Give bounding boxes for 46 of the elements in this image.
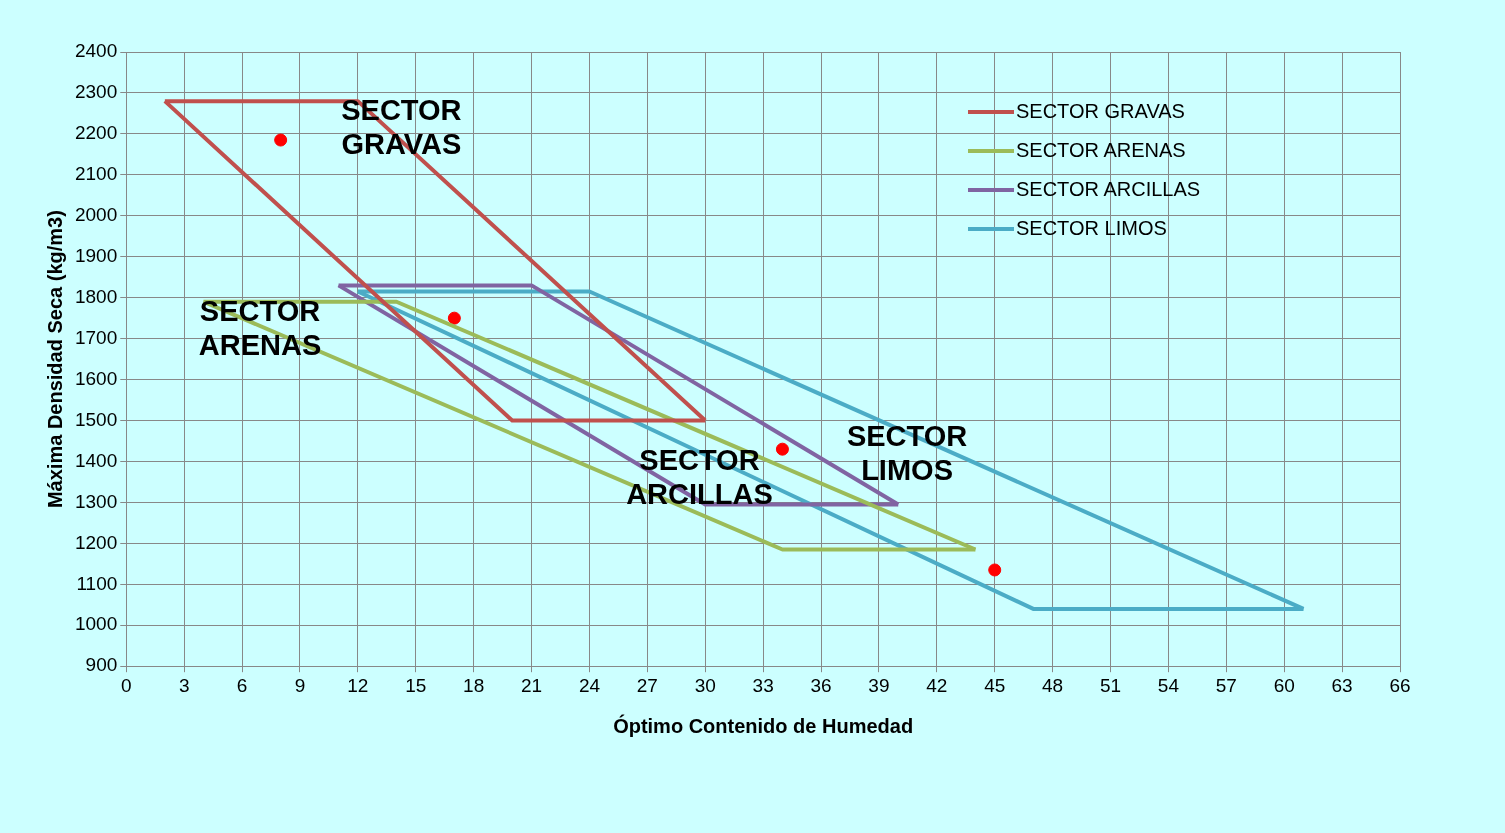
x-tick-label: 12 — [347, 674, 369, 696]
y-tick-label: 1100 — [76, 572, 118, 594]
x-tick-label: 6 — [236, 674, 248, 696]
legend-label: SECTOR ARCILLAS — [1016, 178, 1201, 201]
x-tick-label: 54 — [1157, 674, 1180, 696]
y-tick-label: 1300 — [74, 490, 118, 512]
y-tick-label: 2300 — [74, 81, 118, 103]
y-tick-label: 900 — [85, 654, 118, 676]
x-tick-label: 42 — [926, 674, 948, 696]
x-tick-label: 39 — [868, 674, 890, 696]
y-tick-label: 1400 — [74, 449, 118, 471]
x-tick-label: 45 — [984, 674, 1006, 696]
x-tick-label: 15 — [405, 674, 427, 696]
annotation: SECTOR LIMOS — [846, 419, 968, 486]
y-tick-label: 1000 — [74, 613, 118, 635]
y-tick-label: 1900 — [74, 244, 118, 266]
x-axis-title: Óptimo Contenido de Humedad — [613, 713, 914, 737]
y-tick-label: 1600 — [74, 367, 118, 389]
x-tick-label: 21 — [520, 674, 543, 696]
x-tick-label: 48 — [1042, 674, 1064, 696]
y-tick-label: 1500 — [74, 408, 118, 430]
x-tick-label: 3 — [178, 674, 190, 696]
legend-label: SECTOR ARENAS — [1016, 139, 1186, 162]
x-tick-label: 57 — [1215, 674, 1237, 696]
y-tick-label: 1200 — [74, 531, 118, 553]
y-tick-label: 2000 — [74, 204, 118, 226]
x-tick-label: 33 — [752, 674, 774, 696]
x-tick-label: 30 — [694, 674, 716, 696]
x-tick-label: 0 — [120, 674, 132, 696]
y-tick-label: 1700 — [74, 326, 118, 348]
y-tick-label: 2400 — [74, 40, 118, 62]
y-axis-title: Máxima Densidad Seca (kg/m3) — [43, 210, 66, 509]
legend-label: SECTOR LIMOS — [1016, 217, 1167, 240]
y-tick-label: 1800 — [74, 285, 118, 307]
x-tick-label: 24 — [578, 674, 601, 696]
x-tick-label: 66 — [1389, 674, 1411, 696]
x-tick-label: 27 — [636, 674, 658, 696]
x-tick-label: 60 — [1273, 674, 1295, 696]
legend-label: SECTOR GRAVAS — [1016, 100, 1185, 123]
y-tick-label: 2100 — [74, 163, 118, 185]
x-tick-label: 51 — [1099, 674, 1122, 696]
x-tick-label: 36 — [810, 674, 832, 696]
y-tick-label: 2200 — [74, 122, 118, 144]
x-tick-label: 18 — [463, 674, 485, 696]
x-tick-label: 9 — [294, 674, 306, 696]
x-tick-label: 63 — [1331, 674, 1353, 696]
